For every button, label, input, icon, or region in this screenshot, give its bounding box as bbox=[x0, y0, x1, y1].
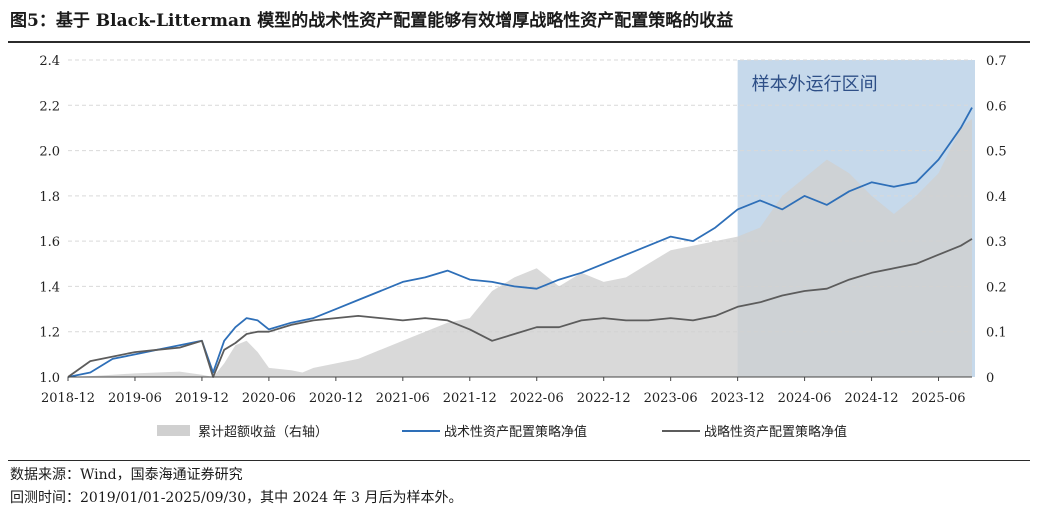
chart-title: 图5：基于 Black-Litterman 模型的战术性资产配置能够有效增厚战略… bbox=[10, 11, 734, 31]
x-tick-label: 2024-12 bbox=[845, 391, 899, 406]
y-right-tick-label: 0.6 bbox=[986, 99, 1007, 114]
x-tick-label: 2020-12 bbox=[309, 391, 363, 406]
out-of-sample-label: 样本外运行区间 bbox=[752, 74, 878, 95]
x-tick-label: 2018-12 bbox=[41, 391, 95, 406]
y-left-tick-label: 1.2 bbox=[39, 326, 60, 341]
y-left-tick-label: 1.6 bbox=[39, 235, 60, 250]
y-left-tick-label: 2.0 bbox=[39, 145, 60, 160]
x-tick-label: 2019-12 bbox=[175, 391, 229, 406]
title-divider bbox=[8, 41, 1030, 43]
x-tick-label: 2025-06 bbox=[912, 391, 966, 406]
excess-return-area bbox=[68, 118, 972, 378]
legend-swatch-excess bbox=[157, 425, 190, 436]
y-right-tick-label: 0.2 bbox=[986, 280, 1007, 295]
footer-divider bbox=[8, 460, 1030, 461]
y-left-tick-label: 1.0 bbox=[39, 371, 60, 386]
legend: 累计超额收益（右轴） 战术性资产配置策略净值 战略性资产配置策略净值 bbox=[157, 424, 847, 440]
x-tick-label: 2023-12 bbox=[711, 391, 765, 406]
legend-label-excess: 累计超额收益（右轴） bbox=[198, 425, 328, 440]
nav-lines-layer bbox=[67, 107, 973, 378]
x-tick-label: 2022-12 bbox=[577, 391, 631, 406]
x-tick-label: 2021-06 bbox=[376, 391, 430, 406]
chart-svg: 样本外运行区间 1.0 1.2 1.4 1.6 1.8 2.0 2.2 2.4 0 0.1 0.2 0… bbox=[39, 54, 1006, 440]
y-left-tick-label: 1.4 bbox=[39, 280, 60, 295]
axes-layer: 1.0 1.2 1.4 1.6 1.8 2.0 2.2 2.4 0 0.1 0.2 0.3 0.4 0.5… bbox=[39, 54, 1006, 406]
y-left-tick-label: 2.4 bbox=[39, 54, 60, 69]
backtest-period-note: 回测时间：2019/01/01-2025/09/30，其中 2024 年 3 月… bbox=[10, 490, 463, 506]
y-right-tick-label: 0.1 bbox=[986, 326, 1007, 341]
data-source-note: 数据来源：Wind，国泰海通证券研究 bbox=[10, 467, 243, 483]
x-tick-label: 2020-06 bbox=[242, 391, 296, 406]
x-tick-label: 2021-12 bbox=[443, 391, 497, 406]
tactical-nav-line bbox=[67, 107, 973, 378]
excess-return-area-layer bbox=[68, 118, 972, 378]
x-tick-label: 2023-06 bbox=[644, 391, 698, 406]
y-right-tick-label: 0 bbox=[986, 371, 994, 386]
legend-label-tactical: 战术性资产配置策略净值 bbox=[444, 424, 587, 440]
y-right-tick-label: 0.5 bbox=[986, 145, 1007, 160]
y-left-tick-label: 1.8 bbox=[39, 190, 60, 205]
x-tick-label: 2022-06 bbox=[510, 391, 564, 406]
y-right-tick-label: 0.3 bbox=[986, 235, 1007, 250]
x-tick-label: 2019-06 bbox=[108, 391, 162, 406]
y-right-tick-label: 0.7 bbox=[986, 54, 1007, 69]
y-right-tick-label: 0.4 bbox=[986, 190, 1007, 205]
legend-label-strategic: 战略性资产配置策略净值 bbox=[704, 424, 847, 440]
y-left-tick-label: 2.2 bbox=[39, 99, 60, 114]
strategic-nav-line bbox=[67, 238, 973, 378]
x-tick-label: 2024-06 bbox=[778, 391, 832, 406]
